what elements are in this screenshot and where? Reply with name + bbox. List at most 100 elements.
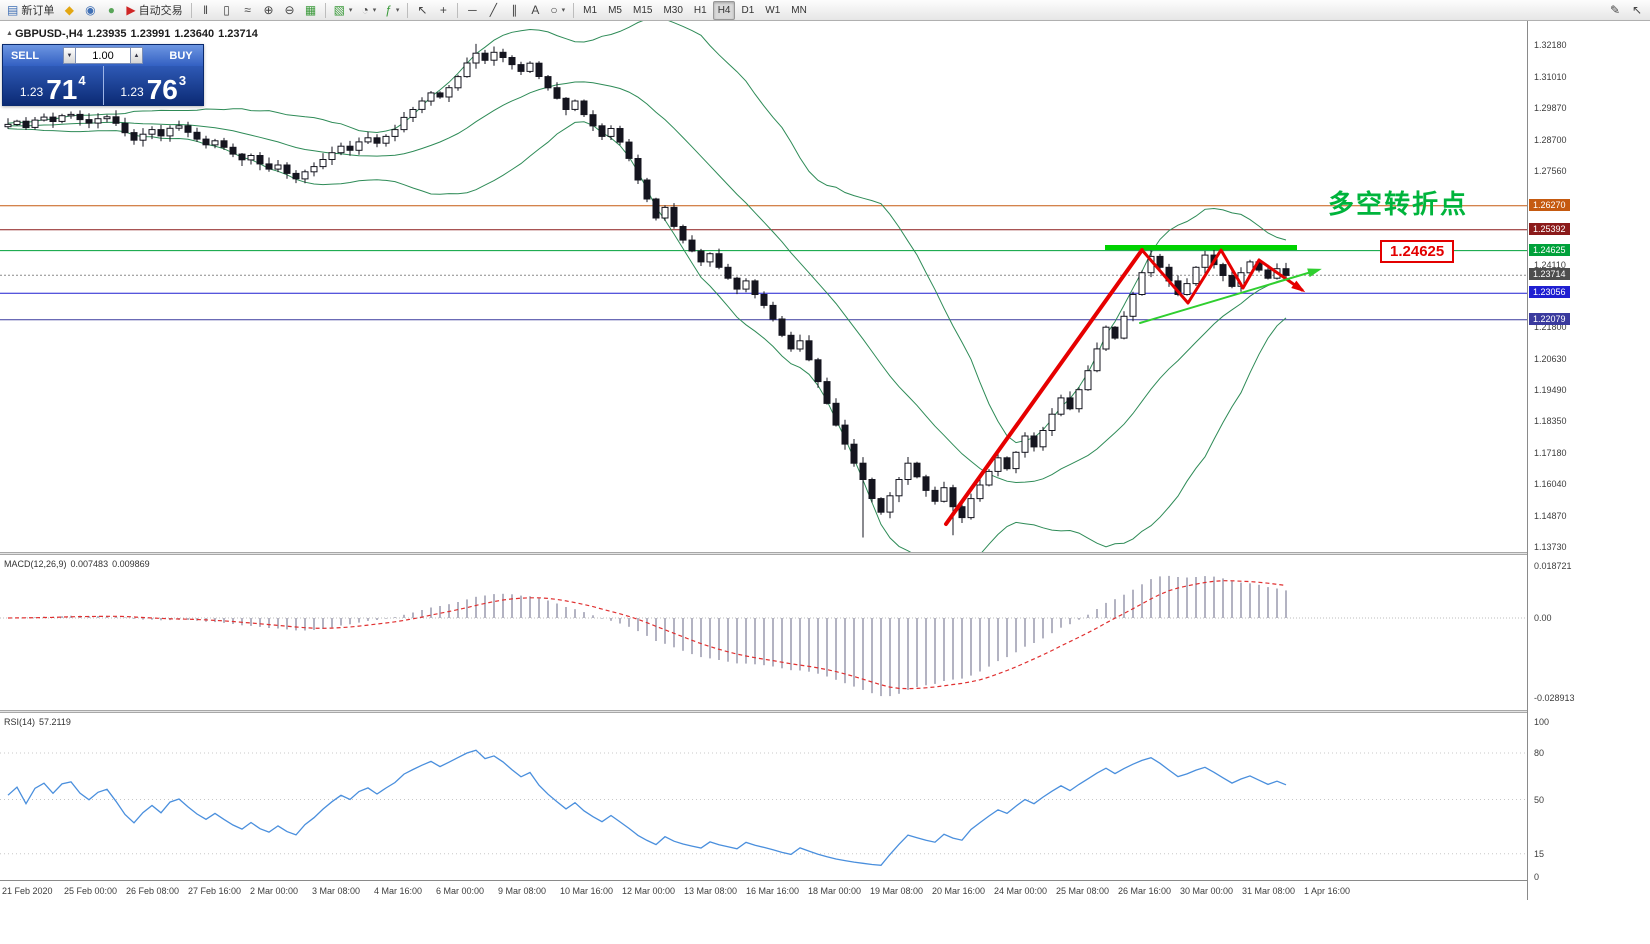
- candle-body: [688, 239, 696, 252]
- zigzag-trendline[interactable]: [1140, 248, 1304, 305]
- price-axis-label: 1.18350: [1534, 416, 1567, 426]
- time-axis-label: 18 Mar 00:00: [808, 886, 862, 896]
- timeframe-m15-button[interactable]: M15: [628, 1, 657, 20]
- timeframe-w1-button[interactable]: W1: [760, 1, 785, 20]
- panel-splitter[interactable]: [0, 552, 1650, 555]
- tile-windows-button[interactable]: ▦: [301, 1, 321, 20]
- candle-body: [706, 253, 714, 263]
- shapes-button[interactable]: ○ ▾: [546, 1, 569, 20]
- price-axis-highlight-1.23714: 1.23714: [1529, 268, 1570, 280]
- periods-button[interactable]: ◔ ▾: [357, 1, 380, 20]
- indicators-button[interactable]: ƒ ▾: [381, 1, 403, 20]
- pointer-menu-button[interactable]: ↖: [1627, 1, 1647, 20]
- metaquotes-badge[interactable]: ◆: [59, 1, 79, 20]
- candle-body: [328, 152, 336, 160]
- candle-body: [535, 62, 543, 78]
- macd-indicator-panel[interactable]: [0, 555, 1650, 710]
- buy-price-display[interactable]: 1.23 76 3: [104, 66, 204, 105]
- new-chart-button[interactable]: ▧ ▾: [330, 1, 357, 20]
- chart-edit-button[interactable]: ✎: [1605, 1, 1625, 20]
- candle-body: [1219, 264, 1227, 277]
- candle-body: [598, 125, 606, 137]
- channel-icon: ∥: [511, 3, 518, 17]
- timeframe-d1-button[interactable]: D1: [736, 1, 759, 20]
- support-trendline[interactable]: [1139, 269, 1319, 324]
- timeframe-m1-button[interactable]: M1: [578, 1, 602, 20]
- trendline-button[interactable]: ╱: [483, 1, 503, 20]
- candle-body: [22, 120, 30, 128]
- sell-price-display[interactable]: 1.23 71 4: [3, 66, 104, 105]
- text-tool-button[interactable]: A: [525, 1, 545, 20]
- toolbar-separator: [407, 2, 409, 18]
- zoom-in-button[interactable]: ⊕: [259, 1, 279, 20]
- sell-price-big: 71: [46, 74, 78, 106]
- rsi-indicator-panel[interactable]: [0, 713, 1650, 880]
- profiles-button[interactable]: ◉: [80, 1, 100, 20]
- candle-body: [175, 125, 183, 129]
- candle-body: [157, 129, 165, 137]
- candle-body: [580, 100, 588, 116]
- main-price-chart[interactable]: [0, 21, 1650, 552]
- zoom-out-button[interactable]: ⊖: [280, 1, 300, 20]
- price-axis-label: 1.28700: [1534, 135, 1567, 145]
- candle-body: [391, 129, 399, 137]
- candle-body: [427, 92, 435, 102]
- panel-splitter[interactable]: [0, 710, 1650, 713]
- chart-candles-button[interactable]: ▯: [217, 1, 237, 20]
- timeframe-h1-button[interactable]: H1: [689, 1, 712, 20]
- cursor-button[interactable]: ↖: [412, 1, 432, 20]
- candle-body: [526, 62, 534, 72]
- volume-decrease-button[interactable]: ▼: [63, 47, 76, 64]
- candle-body: [193, 131, 201, 140]
- candle-body: [472, 52, 480, 64]
- main-toolbar: ▤ 新订单 ◆ ◉ ● ▶ 自动交易 ‖ ▯ ≈ ⊕ ⊖ ▦ ▧ ▾ ◔ ▾ ƒ ▾ ↖ + ─ ╱ ∥ A ○ ▾ M1 M5 M15 M…: [0, 0, 1650, 21]
- candle-body: [121, 122, 129, 134]
- timeframe-mn-button[interactable]: MN: [786, 1, 812, 20]
- candle-body: [607, 128, 615, 137]
- timeframe-h4-button[interactable]: H4: [712, 0, 736, 20]
- candle-body: [40, 116, 48, 121]
- candle-body: [4, 123, 12, 128]
- timeframe-m30-button[interactable]: M30: [658, 1, 687, 20]
- candle-body: [283, 164, 291, 174]
- macd-name: MACD(12,26,9): [4, 559, 67, 569]
- timeframe-m5-button[interactable]: M5: [603, 1, 627, 20]
- time-axis-label: 16 Mar 16:00: [746, 886, 800, 896]
- volume-input[interactable]: [76, 47, 130, 64]
- cursor-icon: ↖: [417, 3, 428, 17]
- horizontal-line-icon: ─: [468, 3, 477, 17]
- candle-body: [742, 280, 750, 290]
- new-order-button[interactable]: ▤ 新订单: [3, 1, 58, 20]
- volume-increase-button[interactable]: ▲: [130, 47, 143, 64]
- macd-signal-value: 0.009869: [112, 559, 150, 569]
- toolbar-separator: [190, 2, 192, 18]
- chart-bars-button[interactable]: ‖: [196, 1, 216, 20]
- candle-body: [184, 125, 192, 133]
- autotrading-button[interactable]: ▶ 自动交易: [122, 1, 186, 20]
- text-tool-icon: A: [531, 3, 540, 17]
- candle-body: [895, 479, 903, 497]
- sell-button[interactable]: SELL: [3, 45, 47, 66]
- rally-trendline[interactable]: [944, 248, 1144, 526]
- chart-line-button[interactable]: ≈: [238, 1, 258, 20]
- horizontal-line-button[interactable]: ─: [462, 1, 482, 20]
- candle-body: [454, 76, 462, 89]
- candle-body: [769, 304, 777, 320]
- candle-body: [1057, 397, 1065, 415]
- channel-button[interactable]: ∥: [504, 1, 524, 20]
- candle-body: [760, 294, 768, 306]
- market-info-button[interactable]: ●: [101, 1, 121, 20]
- time-axis-label: 31 Mar 08:00: [1242, 886, 1296, 896]
- price-axis-label: 1.27560: [1534, 166, 1567, 176]
- candle-body: [1066, 397, 1074, 410]
- buy-button[interactable]: BUY: [159, 45, 203, 66]
- price-axis-label: 1.21800: [1534, 322, 1567, 332]
- resistance-highlight-bar[interactable]: [1105, 245, 1297, 250]
- market-info-icon: ●: [107, 3, 115, 17]
- price-axis-label: 1.31010: [1534, 72, 1567, 82]
- candle-body: [868, 479, 876, 499]
- price-axis[interactable]: 1.32180 1.31010 1.29870 1.28700 1.27560 1.241…: [1527, 21, 1650, 900]
- time-axis[interactable]: 21 Feb 2020 25 Feb 00:00 26 Feb 08:00 27 Fe…: [0, 880, 1650, 902]
- crosshair-button[interactable]: +: [433, 1, 453, 20]
- candle-body: [823, 381, 831, 404]
